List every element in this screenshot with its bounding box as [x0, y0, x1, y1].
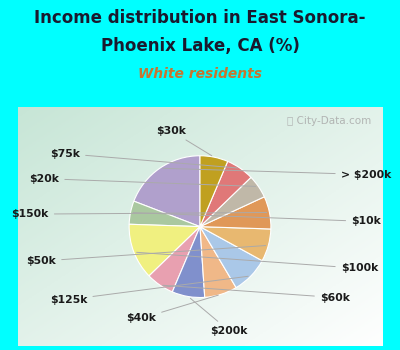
Text: $60k: $60k: [163, 285, 350, 302]
Text: $75k: $75k: [50, 149, 237, 168]
Text: $125k: $125k: [50, 276, 248, 304]
Wedge shape: [200, 161, 251, 227]
Text: $150k: $150k: [12, 209, 267, 219]
Text: $10k: $10k: [133, 212, 381, 226]
Text: White residents: White residents: [138, 67, 262, 81]
Text: $20k: $20k: [30, 174, 256, 187]
Wedge shape: [200, 227, 236, 298]
Wedge shape: [149, 227, 200, 292]
Text: > $200k: > $200k: [163, 168, 391, 180]
Text: $100k: $100k: [137, 252, 378, 273]
Wedge shape: [200, 197, 271, 229]
Text: $40k: $40k: [126, 295, 218, 323]
Wedge shape: [129, 201, 200, 227]
Wedge shape: [129, 224, 200, 276]
Wedge shape: [200, 156, 228, 227]
Text: $200k: $200k: [190, 298, 248, 336]
Wedge shape: [200, 227, 262, 288]
Wedge shape: [172, 227, 205, 298]
Text: $50k: $50k: [26, 246, 266, 266]
Text: $30k: $30k: [156, 126, 212, 156]
Wedge shape: [134, 156, 200, 227]
Text: Income distribution in East Sonora-: Income distribution in East Sonora-: [34, 9, 366, 27]
Wedge shape: [200, 177, 264, 227]
Text: ⓘ City-Data.com: ⓘ City-Data.com: [287, 116, 372, 126]
Wedge shape: [200, 227, 271, 261]
Text: Phoenix Lake, CA (%): Phoenix Lake, CA (%): [100, 37, 300, 55]
